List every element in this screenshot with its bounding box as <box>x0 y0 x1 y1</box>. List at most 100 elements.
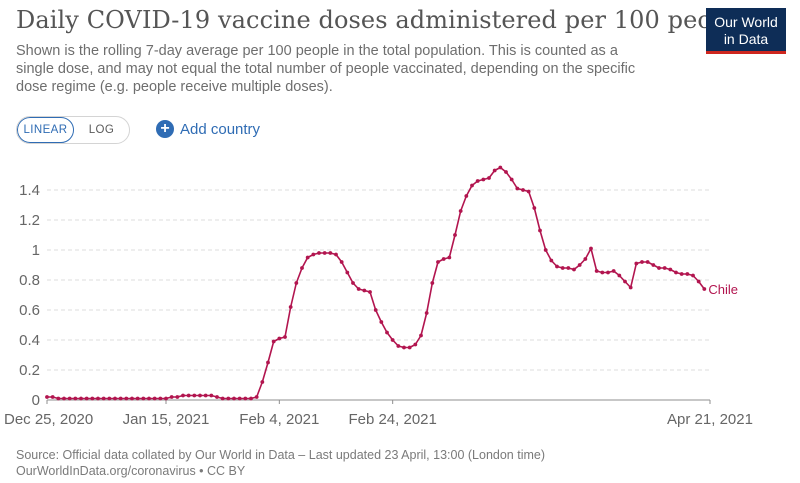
data-point[interactable] <box>209 393 214 398</box>
data-point[interactable] <box>368 290 372 294</box>
data-point[interactable] <box>243 396 248 401</box>
data-point[interactable] <box>135 396 140 401</box>
data-point[interactable] <box>356 287 361 291</box>
data-point[interactable] <box>45 395 49 399</box>
data-point[interactable] <box>498 165 503 170</box>
data-point[interactable] <box>390 338 395 342</box>
data-point[interactable] <box>96 396 100 401</box>
data-point[interactable] <box>702 287 707 291</box>
data-point[interactable] <box>351 281 355 285</box>
data-point[interactable] <box>487 176 491 180</box>
data-point[interactable] <box>470 183 474 188</box>
data-point[interactable] <box>413 342 418 347</box>
data-point[interactable] <box>322 251 327 255</box>
data-point[interactable] <box>430 281 435 285</box>
data-point[interactable] <box>362 288 367 293</box>
data-point[interactable] <box>277 336 282 341</box>
data-point[interactable] <box>84 396 89 401</box>
data-point[interactable] <box>169 395 174 399</box>
series-line-chile[interactable] <box>47 166 705 400</box>
data-point[interactable] <box>56 396 61 401</box>
data-point[interactable] <box>441 257 446 261</box>
data-point[interactable] <box>220 396 225 401</box>
data-point[interactable] <box>696 279 701 284</box>
data-point[interactable] <box>158 396 163 401</box>
data-point[interactable] <box>640 260 644 264</box>
data-point[interactable] <box>577 263 582 267</box>
data-point[interactable] <box>555 264 559 269</box>
data-point[interactable] <box>113 396 117 401</box>
data-point[interactable] <box>436 260 440 264</box>
data-point[interactable] <box>492 168 497 173</box>
data-point[interactable] <box>175 395 180 399</box>
data-point[interactable] <box>589 246 593 251</box>
series-label-chile[interactable]: Chile <box>708 282 738 297</box>
data-point[interactable] <box>226 396 231 401</box>
data-point[interactable] <box>181 393 185 398</box>
data-point[interactable] <box>594 269 599 273</box>
data-point[interactable] <box>458 209 463 213</box>
data-point[interactable] <box>662 266 667 270</box>
data-point[interactable] <box>305 255 310 260</box>
data-point[interactable] <box>526 189 531 194</box>
data-point[interactable] <box>515 186 520 191</box>
data-point[interactable] <box>79 396 83 401</box>
data-point[interactable] <box>237 396 242 401</box>
data-point[interactable] <box>396 344 401 348</box>
data-point[interactable] <box>668 267 673 272</box>
data-point[interactable] <box>532 206 537 210</box>
data-point[interactable] <box>419 333 423 338</box>
data-point[interactable] <box>634 261 639 266</box>
data-point[interactable] <box>67 396 72 401</box>
data-point[interactable] <box>73 396 78 401</box>
data-point[interactable] <box>674 270 678 275</box>
data-point[interactable] <box>90 396 95 401</box>
data-point[interactable] <box>311 252 316 257</box>
data-point[interactable] <box>617 273 622 278</box>
data-point[interactable] <box>141 396 146 401</box>
data-point[interactable] <box>447 255 452 260</box>
license-line[interactable]: OurWorldInData.org/coronavirus • CC BY <box>16 464 246 478</box>
data-point[interactable] <box>271 339 276 344</box>
data-point[interactable] <box>453 233 457 237</box>
data-point[interactable] <box>623 279 627 284</box>
data-point[interactable] <box>107 396 112 401</box>
data-point[interactable] <box>521 188 525 192</box>
data-point[interactable] <box>294 281 299 285</box>
owid-logo[interactable]: Our World in Data <box>706 8 786 54</box>
data-point[interactable] <box>334 252 338 257</box>
data-point[interactable] <box>345 270 350 275</box>
data-point[interactable] <box>203 393 208 398</box>
data-point[interactable] <box>101 396 106 401</box>
data-point[interactable] <box>300 266 304 270</box>
data-point[interactable] <box>266 360 270 365</box>
data-point[interactable] <box>62 396 66 401</box>
data-point[interactable] <box>379 320 384 324</box>
data-point[interactable] <box>600 270 605 275</box>
data-point[interactable] <box>543 248 548 252</box>
data-point[interactable] <box>192 393 197 398</box>
data-point[interactable] <box>611 269 616 273</box>
data-point[interactable] <box>560 266 565 270</box>
data-point[interactable] <box>339 260 344 264</box>
data-point[interactable] <box>118 396 123 401</box>
data-point[interactable] <box>260 380 265 384</box>
data-point[interactable] <box>317 251 321 255</box>
data-point[interactable] <box>475 179 480 183</box>
data-point[interactable] <box>407 345 412 350</box>
data-point[interactable] <box>651 263 656 267</box>
data-point[interactable] <box>288 305 293 309</box>
data-point[interactable] <box>249 396 253 401</box>
data-point[interactable] <box>645 260 650 264</box>
data-point[interactable] <box>679 272 684 276</box>
log-scale-button[interactable]: LOG <box>88 124 115 136</box>
data-point[interactable] <box>328 251 333 255</box>
data-point[interactable] <box>215 395 219 399</box>
data-point[interactable] <box>509 177 514 182</box>
data-point[interactable] <box>504 170 508 174</box>
data-point[interactable] <box>50 395 55 399</box>
linear-scale-button[interactable]: LINEAR <box>17 117 74 143</box>
data-point[interactable] <box>685 272 690 276</box>
data-point[interactable] <box>232 396 236 401</box>
data-point[interactable] <box>152 396 157 401</box>
